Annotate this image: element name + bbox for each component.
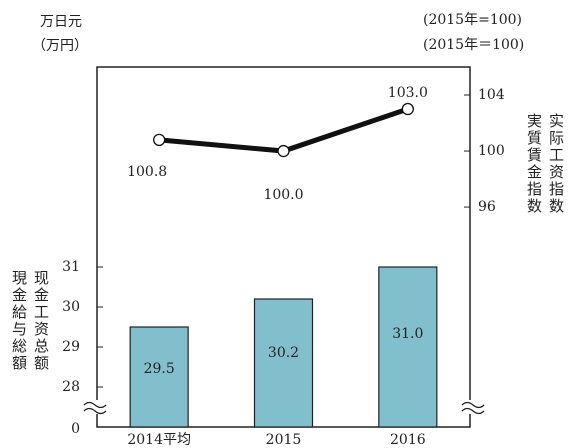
y2-unit-ja: (2015年＝100)	[423, 37, 524, 53]
y-tick-label: 29	[62, 339, 80, 355]
line-marker	[153, 133, 166, 146]
y-tick-label: 28	[62, 379, 80, 395]
y2-tick-label: 104	[478, 87, 505, 103]
line-value-label: 100.0	[263, 187, 303, 203]
y-tick-label: 31	[62, 259, 80, 275]
y-tick-label: 30	[62, 299, 80, 315]
x-tick-label: 2016	[390, 432, 426, 448]
y-axis-label: 现金工资总额	[32, 270, 50, 372]
line	[158, 106, 409, 154]
y-axis-label-ja: 現金給与総額	[10, 270, 28, 372]
y2-tick-label: 96	[478, 199, 496, 215]
line-value-label: 100.8	[127, 164, 167, 180]
bar	[129, 326, 189, 428]
line-marker	[401, 102, 414, 116]
y-unit-ja: （万円）	[32, 38, 88, 54]
y-break-tick-label: 0	[71, 421, 80, 437]
axis-break	[83, 400, 485, 415]
bar-value-label: 29.5	[144, 361, 175, 377]
y-unit: 万日元	[40, 14, 82, 30]
y2-axis-label-ja: 実質賃金指数	[525, 113, 543, 215]
y2-unit: (2015年=100)	[423, 12, 522, 28]
line-value-label: 103.0	[388, 85, 428, 101]
y2-axis-label: 实际工资指数	[547, 113, 565, 215]
bar	[378, 266, 438, 428]
bar	[253, 298, 314, 428]
x-tick-label: 2015	[266, 432, 302, 448]
y2-tick-label: 100	[478, 143, 505, 159]
line-marker	[277, 144, 290, 158]
x-tick-label: 2014平均	[127, 432, 191, 448]
bar-value-label: 31.0	[392, 326, 423, 342]
bar-value-label: 30.2	[268, 345, 299, 361]
